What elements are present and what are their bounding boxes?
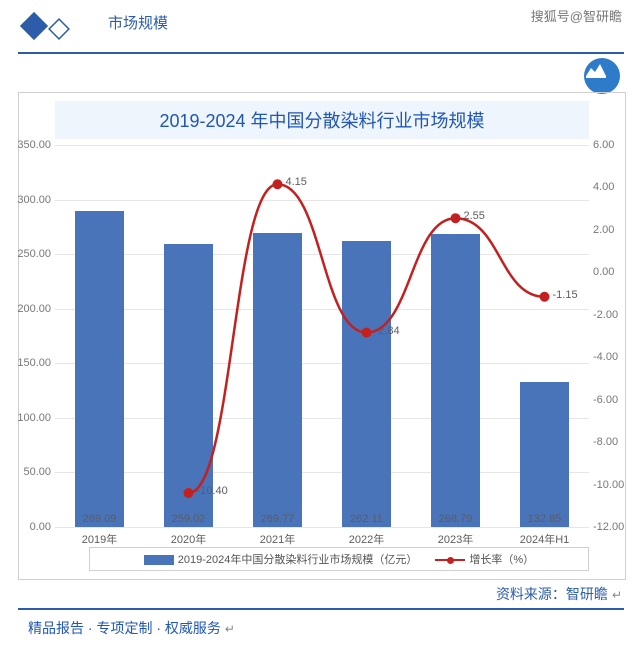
y-right-tick: 2.00: [593, 224, 629, 236]
y-left-tick: 250.00: [17, 248, 51, 260]
x-category-label: 2023年: [411, 531, 500, 547]
footer-tagline: 精品报告 · 专项定制 · 权威服务↵: [28, 618, 235, 638]
chart-plot: 0.0050.00100.00150.00200.00250.00300.003…: [55, 145, 589, 527]
x-category-label: 2020年: [144, 531, 233, 547]
chart-legend: 2019-2024年中国分散染料行业市场规模（亿元） 增长率（%）: [89, 547, 589, 571]
y-right-tick: -6.00: [593, 394, 629, 406]
y-left-tick: 150.00: [17, 357, 51, 369]
y-right-tick: 4.00: [593, 181, 629, 193]
x-category-label: 2021年: [233, 531, 322, 547]
y-left-tick: 0.00: [17, 521, 51, 533]
y-left-tick: 300.00: [17, 194, 51, 206]
y-left-tick: 200.00: [17, 303, 51, 315]
section-title: 市场规模: [108, 12, 168, 33]
x-category-label: 2022年: [322, 531, 411, 547]
y-left-tick: 50.00: [17, 466, 51, 478]
legend-line-label: 增长率（%）: [469, 554, 534, 566]
y-right-tick: 0.00: [593, 266, 629, 278]
y-right-tick: -8.00: [593, 436, 629, 448]
y-left-tick: 350.00: [17, 139, 51, 151]
chart-title: 2019-2024 年中国分散染料行业市场规模: [55, 101, 589, 139]
y-left-tick: 100.00: [17, 412, 51, 424]
y-right-tick: 6.00: [593, 139, 629, 151]
divider: [18, 608, 624, 610]
x-category-label: 2019年: [55, 531, 144, 547]
x-category-label: 2024年H1: [500, 531, 589, 547]
chart-card: 2019-2024 年中国分散染料行业市场规模 0.0050.00100.001…: [18, 92, 626, 580]
divider: [18, 52, 624, 54]
diamond-logo-icon: [18, 10, 88, 50]
growth-line: [55, 145, 589, 527]
sohu-watermark: 搜狐号@智研瞻: [531, 6, 622, 25]
brand-round-icon: [584, 58, 620, 94]
y-right-tick: -4.00: [593, 351, 629, 363]
y-right-tick: -10.00: [593, 479, 629, 491]
source-label: 资料来源：智研瞻↵: [496, 584, 622, 604]
y-right-tick: -12.00: [593, 521, 629, 533]
y-right-tick: -2.00: [593, 309, 629, 321]
legend-bar-label: 2019-2024年中国分散染料行业市场规模（亿元）: [178, 554, 418, 566]
